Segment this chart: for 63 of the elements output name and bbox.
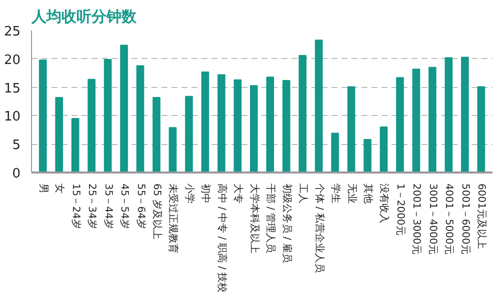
x-tick-label: 4001－5000元 [443,184,454,254]
x-tick-label: 其他 [362,184,374,204]
bar [364,139,372,172]
x-tick-label: 个体 / 私营企业人员 [313,184,326,274]
bar [71,118,80,172]
bar [250,85,258,172]
bar [234,79,242,172]
x-tick-label: 未受过正规教育 [167,184,180,254]
x-tick-label: 35－44岁 [102,184,114,229]
x-tick-label: 高中 / 中专 / 职高 / 技校 [216,184,228,293]
x-tick-label: 无业 [346,184,358,204]
bar [282,80,290,172]
x-tick-label: 55－64岁 [134,184,147,229]
bar [396,77,404,172]
bar [412,68,420,172]
bar [331,132,339,172]
y-tick-label: 15 [4,81,21,96]
bar [266,76,274,172]
chart-title: 人均收听分钟数 [30,8,138,26]
bar [477,86,486,172]
bar [185,96,193,172]
x-tick-label: 15－24岁 [70,184,82,229]
x-tick-label: 没有收入 [378,184,390,224]
bar [38,60,47,172]
x-tick-label: 男 [37,184,48,194]
bar [168,127,177,172]
bar [120,44,128,172]
y-tick-label: 5 [12,138,21,154]
bar [55,97,64,172]
x-tick-label: 2001－3000元 [410,184,422,254]
bar [460,56,469,172]
x-tick-label: 女 [54,184,66,194]
x-tick-label: 大学本科及以上 [248,184,260,254]
y-tick-label: 10 [4,110,21,125]
bar [444,57,453,172]
bar [298,54,306,172]
bar [201,71,210,172]
x-tick-label: 大专 [232,184,244,204]
x-tick-label: 初中 [200,184,212,204]
x-tick-label: 小学 [183,184,196,204]
bar [104,58,112,172]
x-tick-label: 6001元及以上 [476,184,488,249]
x-tick-label: 初级公务员 / 雇员 [280,184,293,264]
x-tick-label: 学生 [330,184,342,204]
bar [218,74,226,172]
bar [380,126,388,172]
bar [152,97,160,172]
y-tick-label: 20 [4,52,21,68]
bar [136,65,144,172]
x-tick-label: 1－2000元 [394,184,406,236]
x-tick-label: 3001－4000元 [426,184,438,254]
x-tick-label: 干部 / 管理人员 [264,184,277,254]
x-tick-label: 25－34岁 [86,184,98,229]
x-tick-label: 5001－6000元 [459,184,470,254]
bar [347,86,356,172]
x-tick-label: 工人 [297,184,308,204]
x-tick-label: 65 岁及以上 [150,184,163,240]
y-tick-label: 0 [12,166,21,182]
bar [88,78,96,172]
bar [428,66,436,172]
bar [314,40,323,172]
x-tick-label: 45－54岁 [118,184,131,229]
y-tick-label: 25 [4,24,21,40]
